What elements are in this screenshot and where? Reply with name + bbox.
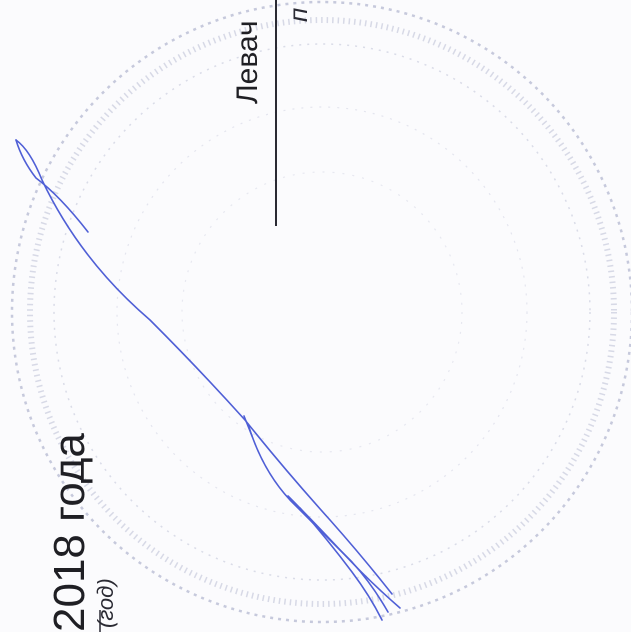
handwritten-signature xyxy=(15,139,401,621)
name-field-hint: п xyxy=(283,7,313,22)
round-stamp xyxy=(10,0,631,624)
document-name-text: Левач xyxy=(231,20,264,104)
date-field-hint: (год) xyxy=(93,578,118,628)
document-date: 2018 года xyxy=(45,433,94,632)
